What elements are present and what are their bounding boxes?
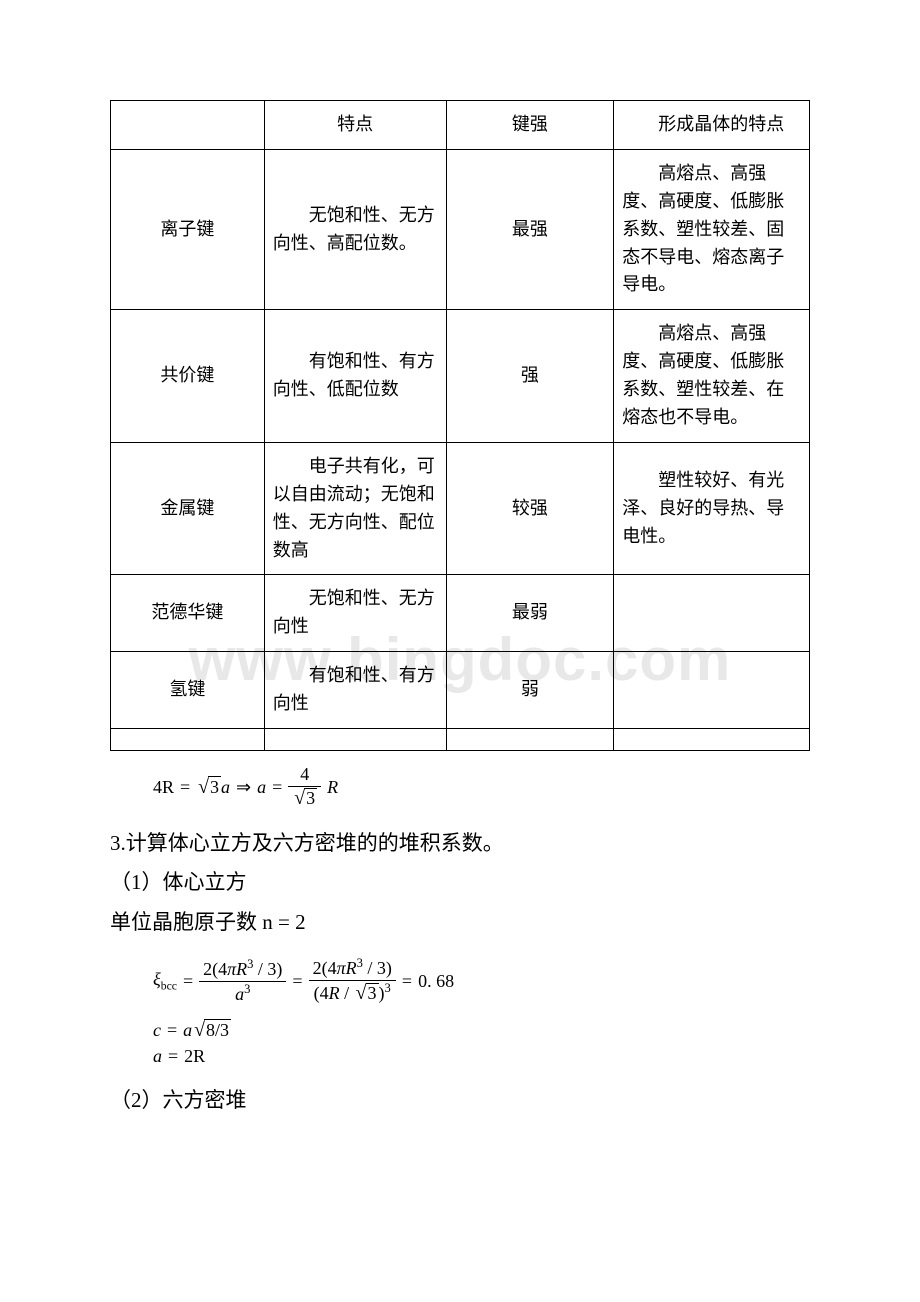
arrow: ⇒ [233, 765, 254, 810]
equation-a: a = 2R [150, 1046, 810, 1067]
eq3: = [399, 957, 415, 1005]
cell-feature: 有饱和性、有方向性 [264, 652, 446, 729]
sec3-line1: 单位晶胞原子数 n = 2 [110, 903, 810, 943]
eq: = [164, 1019, 180, 1042]
blank-cell [614, 729, 810, 751]
bond-types-table: 特点 键强 形成晶体的特点 离子键 无饱和性、无方向性、高配位数。 最强 高熔点… [110, 100, 810, 751]
sec3-title: 3.计算体心立方及六方密堆的的堆积系数。 [110, 824, 810, 864]
eq: = [177, 765, 193, 810]
lhs: 4R [150, 765, 177, 810]
table-row: 范德华键 无饱和性、无方向性 最弱 [111, 575, 810, 652]
sec3-sub2: （2）六方密堆 [110, 1081, 810, 1121]
table-row: 离子键 无饱和性、无方向性、高配位数。 最强 高熔点、高强度、高硬度、低膨胀系数… [111, 149, 810, 309]
frac2: 2(4πR3 / 3) (4R / 3)3 [306, 957, 399, 1005]
rhs: a8/3 [180, 1019, 234, 1042]
cell-feature: 有饱和性、有方向性、低配位数 [264, 310, 446, 443]
cell-feature: 无饱和性、无方向性 [264, 575, 446, 652]
cell-strength: 最弱 [446, 575, 614, 652]
cell-crystal: 塑性较好、有光泽、良好的导热、导电性。 [614, 442, 810, 575]
cell-crystal [614, 652, 810, 729]
table-row: 共价键 有饱和性、有方向性、低配位数 强 高熔点、高强度、高硬度、低膨胀系数、塑… [111, 310, 810, 443]
c: c [150, 1019, 164, 1042]
rhs: 2R [181, 1046, 208, 1067]
table-blank-row [111, 729, 810, 751]
xi: ξbcc [150, 957, 180, 1005]
eq2: = [269, 765, 285, 810]
cell-name: 离子键 [111, 149, 265, 309]
table-row: 金属键 电子共有化，可以自由流动；无饱和性、无方向性、配位数高 较强 塑性较好、… [111, 442, 810, 575]
val: 0. 68 [415, 957, 457, 1005]
cell-feature: 电子共有化，可以自由流动；无饱和性、无方向性、配位数高 [264, 442, 446, 575]
cell-name: 范德华键 [111, 575, 265, 652]
frac: 4 3 [285, 765, 324, 810]
table-header-row: 特点 键强 形成晶体的特点 [111, 101, 810, 150]
cell-name: 氢键 [111, 652, 265, 729]
mid: 3a [193, 765, 233, 810]
cell-strength: 较强 [446, 442, 614, 575]
equation-xi-bcc: ξbcc = 2(4πR3 / 3) a3 = 2(4πR3 / 3) (4R … [150, 957, 810, 1005]
frac1: 2(4πR3 / 3) a3 [196, 957, 289, 1005]
th-blank [111, 101, 265, 150]
blank-cell [264, 729, 446, 751]
rhs-a: a [254, 765, 269, 810]
eq: = [165, 1046, 181, 1067]
equation-4r: 4R = 3a ⇒ a = 4 3 R [150, 765, 810, 810]
cell-strength: 最强 [446, 149, 614, 309]
cell-crystal [614, 575, 810, 652]
cell-feature: 无饱和性、无方向性、高配位数。 [264, 149, 446, 309]
equation-c: c = a8/3 [150, 1019, 810, 1042]
page-content: 特点 键强 形成晶体的特点 离子键 无饱和性、无方向性、高配位数。 最强 高熔点… [110, 100, 810, 1121]
a: a [150, 1046, 165, 1067]
cell-name: 金属键 [111, 442, 265, 575]
sec3-sub1: （1）体心立方 [110, 863, 810, 903]
cell-name: 共价键 [111, 310, 265, 443]
cell-crystal: 高熔点、高强度、高硬度、低膨胀系数、塑性较差、固态不导电、熔态离子导电。 [614, 149, 810, 309]
blank-cell [446, 729, 614, 751]
table-row: 氢键 有饱和性、有方向性 弱 [111, 652, 810, 729]
cell-strength: 强 [446, 310, 614, 443]
eq2: = [289, 957, 305, 1005]
th-crystal: 形成晶体的特点 [614, 101, 810, 150]
th-feature: 特点 [264, 101, 446, 150]
cell-strength: 弱 [446, 652, 614, 729]
section-3: 3.计算体心立方及六方密堆的的堆积系数。 （1）体心立方 单位晶胞原子数 n =… [110, 824, 810, 1121]
eq: = [180, 957, 196, 1005]
r: R [324, 765, 341, 810]
blank-cell [111, 729, 265, 751]
th-strength: 键强 [446, 101, 614, 150]
cell-crystal: 高熔点、高强度、高硬度、低膨胀系数、塑性较差、在熔态也不导电。 [614, 310, 810, 443]
